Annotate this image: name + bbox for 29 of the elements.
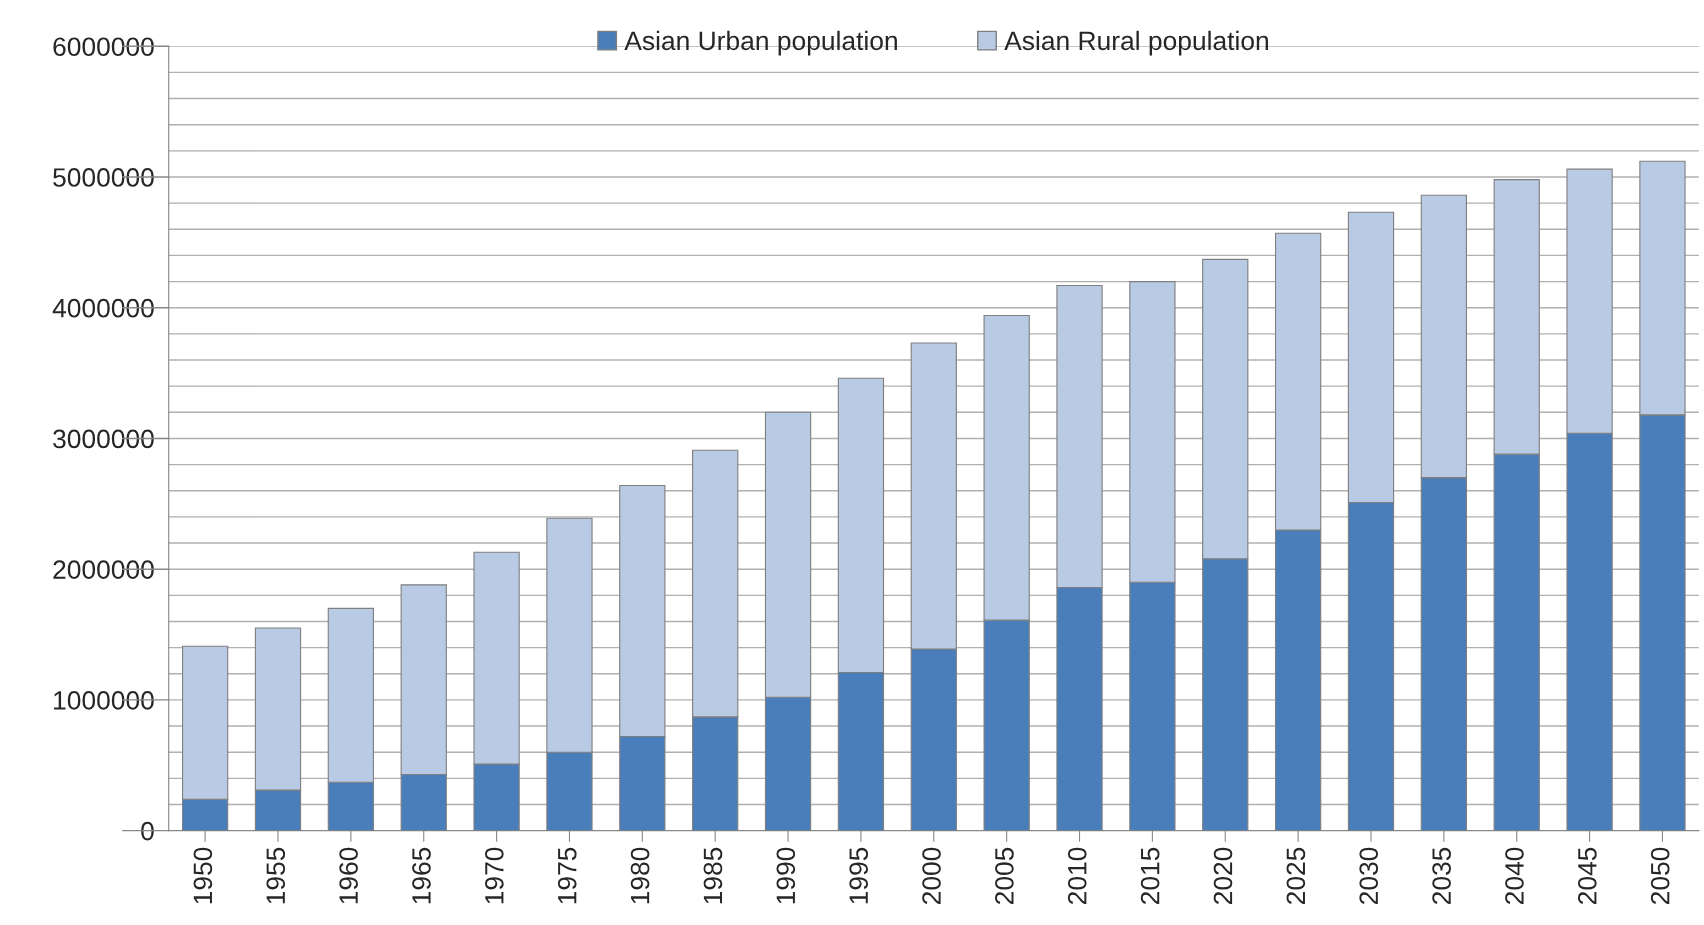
- x-tick-label: 1975: [557, 847, 577, 904]
- x-tick-label: 2020: [1213, 847, 1233, 904]
- y-tick-label: 6000000: [53, 37, 154, 57]
- x-tick-label: 2050: [1650, 847, 1670, 904]
- x-tick-label: 2015: [1140, 847, 1160, 904]
- x-tick-label: 2040: [1505, 847, 1524, 904]
- x-tick-label: 2035: [1432, 847, 1451, 904]
- x-tick-label: 2030: [1359, 847, 1379, 904]
- x-tick-label: 1950: [193, 847, 213, 904]
- y-tick-label: 5000000: [53, 168, 154, 187]
- x-tick-label: 1955: [266, 847, 286, 904]
- y-tick-label: 3000000: [53, 429, 154, 449]
- y-tick-label: 1000000: [54, 691, 154, 710]
- x-tick-label: 2045: [1577, 847, 1597, 904]
- x-tick-label: 1985: [703, 847, 723, 904]
- x-tick-label: 1990: [776, 847, 796, 904]
- x-tick-label: 2010: [1067, 847, 1087, 904]
- y-tick-label: 4000000: [52, 298, 154, 318]
- legend-label: Asian Rural population: [1004, 30, 1268, 56]
- x-tick-label: 2000: [922, 847, 941, 904]
- x-tick-label: 1965: [412, 847, 431, 904]
- x-tick-label: 1995: [849, 847, 869, 904]
- y-tick-label: 2000000: [53, 560, 154, 579]
- x-tick-label: 1980: [630, 847, 650, 904]
- x-tick-label: 2025: [1286, 847, 1306, 904]
- x-tick-label: 1970: [484, 847, 504, 904]
- x-tick-label: 1960: [339, 847, 358, 904]
- legend-label: Asian Urban population: [624, 30, 897, 56]
- x-tick-label: 2005: [995, 847, 1014, 904]
